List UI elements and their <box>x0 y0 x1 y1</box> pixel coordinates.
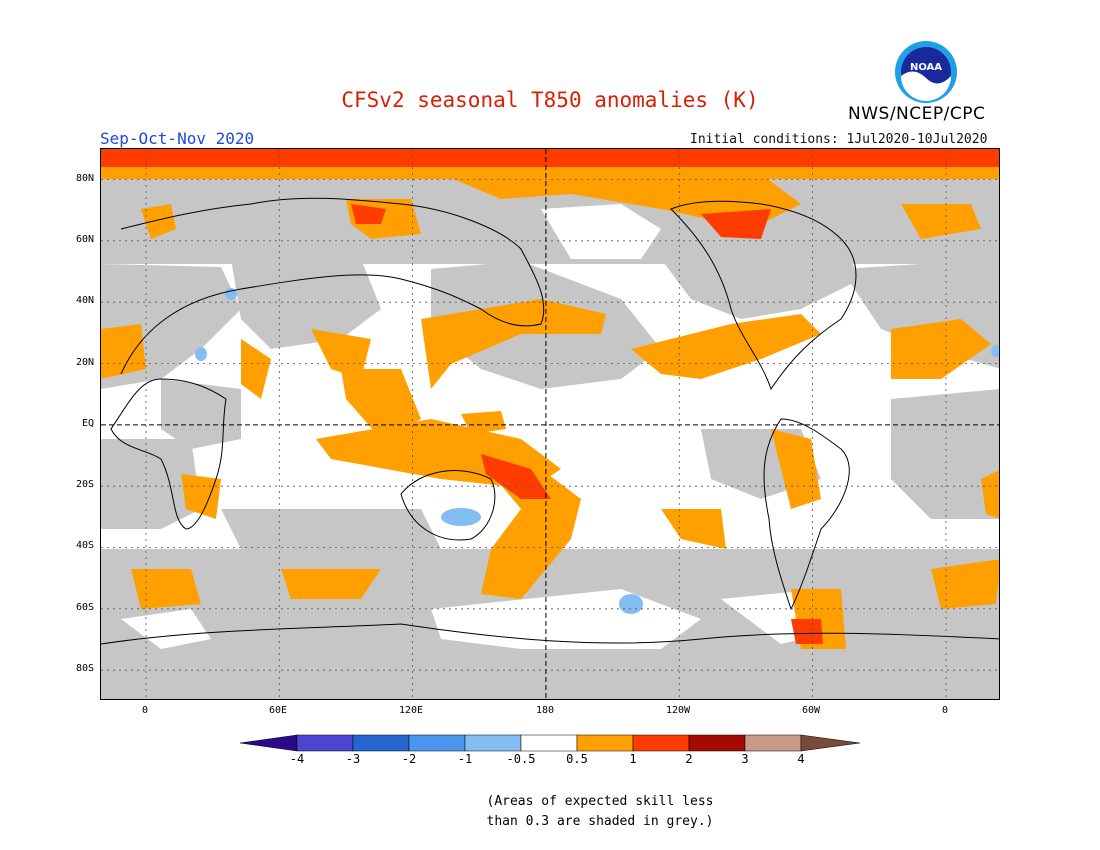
lon-label-120w: 120W <box>665 705 691 716</box>
lat-label-60n: 60N <box>75 234 94 245</box>
map-title: CFSv2 seasonal T850 anomalies (K) <box>341 88 759 112</box>
colorbar-swatch-7 <box>632 734 690 752</box>
colorbar-swatch-1 <box>296 734 354 752</box>
skill-footnote: (Areas of expected skill less than 0.3 a… <box>440 792 760 832</box>
lat-label-eq: EQ <box>81 418 94 429</box>
initial-conditions-label: Initial conditions: 1Jul2020-10Jul2020 <box>690 132 988 147</box>
footnote-line-2: than 0.3 are shaded in grey.) <box>486 814 714 829</box>
colorbar-label: -3 <box>345 752 361 766</box>
colorbar-label: -2 <box>401 752 417 766</box>
anomaly-map <box>100 148 1000 700</box>
reference-lines <box>101 149 999 699</box>
colorbar-swatch-9 <box>744 734 802 752</box>
lon-label-180: 180 <box>535 705 555 716</box>
colorbar-label: 1 <box>629 752 637 766</box>
lat-label-40n: 40N <box>75 295 94 306</box>
colorbar-swatch-8 <box>688 734 746 752</box>
lat-label-80s: 80S <box>75 663 94 674</box>
colorbar-swatch-5 <box>520 734 578 752</box>
lon-label-0: 0 <box>141 705 149 716</box>
colorbar-swatch-3 <box>408 734 466 752</box>
colorbar-label: 3 <box>741 752 749 766</box>
colorbar-label: -4 <box>289 752 305 766</box>
svg-text:NOAA: NOAA <box>910 62 942 73</box>
lon-label-60e: 60E <box>268 705 288 716</box>
agency-label: NWS/NCEP/CPC <box>848 104 986 124</box>
season-label: Sep-Oct-Nov 2020 <box>100 129 255 148</box>
colorbar-swatch-6 <box>576 734 634 752</box>
noaa-logo: NOAA <box>895 41 957 103</box>
colorbar-swatch-2 <box>352 734 410 752</box>
warm-anomaly-1-to-2 <box>101 149 999 644</box>
colorbar-swatch-0 <box>240 734 298 752</box>
colorbar-label: -0.5 <box>506 752 536 766</box>
lat-label-20s: 20S <box>75 479 94 490</box>
colorbar-swatch-4 <box>464 734 522 752</box>
colorbar <box>240 734 860 752</box>
lat-label-60s: 60S <box>75 602 94 613</box>
colorbar-label: -1 <box>457 752 473 766</box>
colorbar-label: 0.5 <box>566 752 588 766</box>
coastlines <box>101 197 999 645</box>
lat-label-80n: 80N <box>75 173 94 184</box>
footnote-line-1: (Areas of expected skill less <box>486 794 714 809</box>
lon-label-120e: 120E <box>398 705 424 716</box>
lon-label-60w: 60W <box>801 705 821 716</box>
map-canvas <box>101 149 999 699</box>
lat-label-40s: 40S <box>75 540 94 551</box>
colorbar-label: 4 <box>797 752 805 766</box>
lon-label-0-east: 0 <box>941 705 949 716</box>
colorbar-swatch-10 <box>800 734 860 752</box>
lat-label-20n: 20N <box>75 357 94 368</box>
colorbar-label: 2 <box>685 752 693 766</box>
